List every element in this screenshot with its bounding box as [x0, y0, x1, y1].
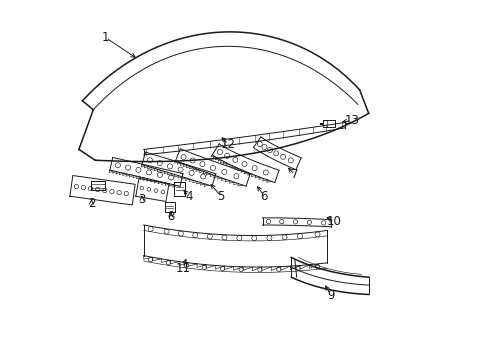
Text: 6: 6 [260, 190, 267, 203]
Text: 8: 8 [167, 210, 174, 222]
Text: 5: 5 [217, 190, 224, 203]
Text: 13: 13 [345, 114, 359, 127]
Text: 9: 9 [326, 289, 334, 302]
Text: 3: 3 [138, 193, 145, 206]
Text: 4: 4 [184, 190, 192, 203]
Text: 11: 11 [176, 262, 190, 275]
Text: 12: 12 [221, 138, 235, 150]
Text: 7: 7 [290, 168, 298, 181]
Text: 2: 2 [87, 197, 95, 210]
Text: 1: 1 [102, 31, 109, 44]
Text: 10: 10 [326, 215, 341, 228]
